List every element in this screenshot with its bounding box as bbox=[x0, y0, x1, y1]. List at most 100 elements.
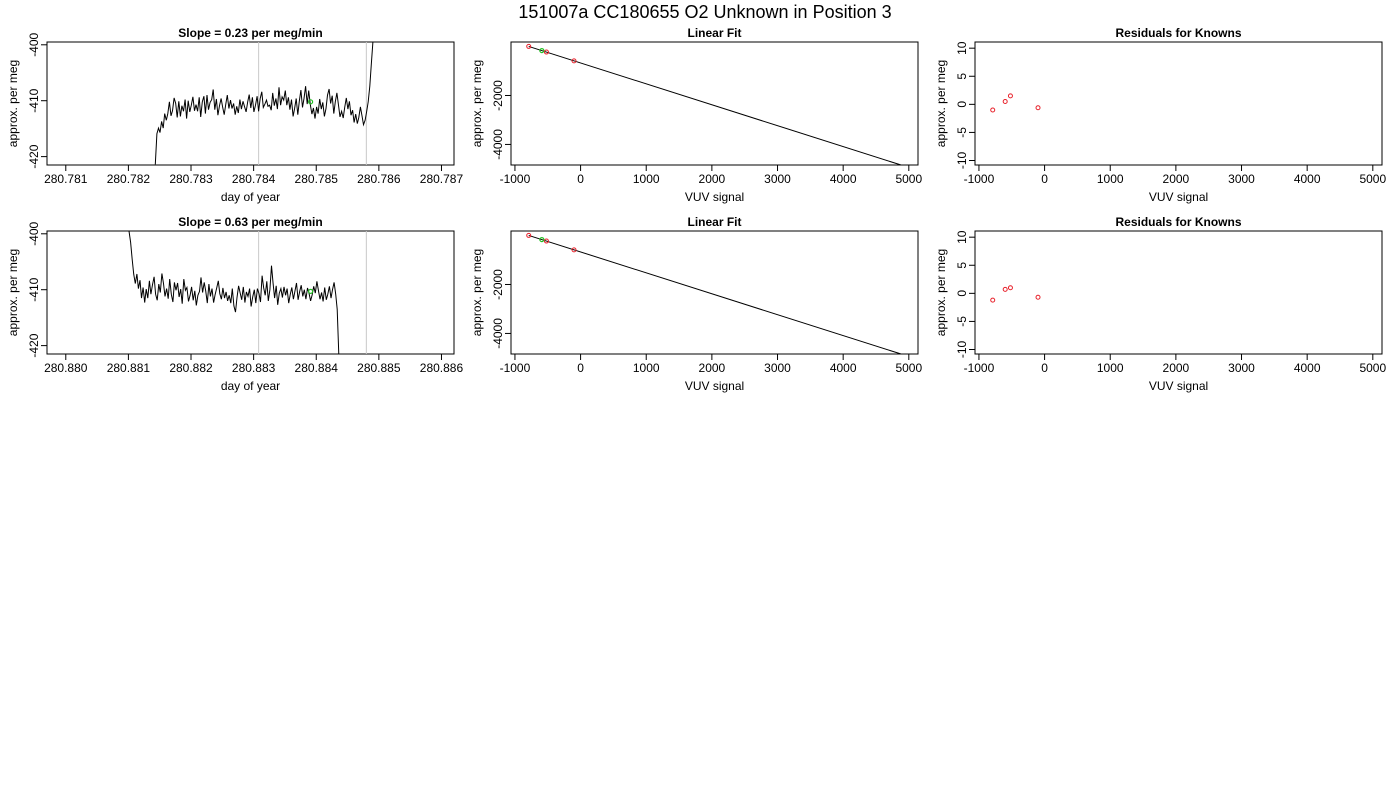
y-tick-label: -5 bbox=[955, 316, 969, 327]
y-axis-label: approx. per meg bbox=[934, 249, 948, 336]
x-tick-label: 4000 bbox=[830, 361, 857, 375]
x-axis-label: day of year bbox=[221, 379, 280, 393]
x-tick-label: 280.881 bbox=[107, 361, 151, 375]
y-tick-label: -2000 bbox=[491, 80, 505, 111]
chart-title: Linear Fit bbox=[687, 26, 741, 40]
known-point bbox=[543, 49, 549, 55]
known-point bbox=[1007, 93, 1013, 99]
x-tick-label: 1000 bbox=[1097, 172, 1124, 186]
plot-frame bbox=[46, 230, 455, 355]
fit-line bbox=[528, 234, 903, 354]
x-tick-label: -1000 bbox=[500, 361, 531, 375]
known-point bbox=[543, 238, 549, 244]
unknown-point bbox=[539, 47, 545, 54]
x-tick-label: 280.886 bbox=[420, 361, 464, 375]
y-tick-label: -4000 bbox=[491, 129, 505, 160]
chart-title: Residuals for Knowns bbox=[1115, 26, 1241, 40]
x-tick-label: 0 bbox=[577, 361, 584, 375]
y-tick-label: -400 bbox=[27, 221, 41, 245]
x-tick-label: 280.783 bbox=[169, 172, 213, 186]
x-tick-label: 280.781 bbox=[44, 172, 88, 186]
x-tick-label: 5000 bbox=[1359, 361, 1386, 375]
fit-line bbox=[528, 45, 903, 165]
known-point bbox=[571, 247, 577, 253]
x-tick-label: 4000 bbox=[830, 172, 857, 186]
plot-frame bbox=[46, 41, 455, 166]
known-point bbox=[526, 232, 532, 238]
chart-panel: Slope = 0.23 per meg/min day of year appro… bbox=[6, 26, 463, 204]
plot-area bbox=[128, 231, 367, 354]
x-tick-label: 3000 bbox=[1228, 361, 1255, 375]
y-tick-label: 10 bbox=[955, 230, 969, 244]
unknown-point bbox=[308, 288, 314, 294]
known-point bbox=[1002, 286, 1008, 292]
y-tick-label: 10 bbox=[955, 41, 969, 55]
chart-panel: Linear Fit VUV signal approx. per meg -1000… bbox=[470, 26, 922, 204]
x-tick-label: 1000 bbox=[633, 172, 660, 186]
x-tick-label: 280.885 bbox=[357, 361, 401, 375]
x-axis-label: VUV signal bbox=[685, 379, 744, 393]
chart-title: Slope = 0.63 per meg/min bbox=[178, 215, 322, 229]
x-tick-label: 3000 bbox=[764, 361, 791, 375]
known-point bbox=[1007, 285, 1013, 291]
plot-frame bbox=[510, 230, 919, 355]
y-axis-label: approx. per meg bbox=[6, 60, 20, 147]
x-tick-label: 3000 bbox=[764, 172, 791, 186]
x-tick-label: 280.787 bbox=[420, 172, 464, 186]
x-tick-label: 280.784 bbox=[232, 172, 276, 186]
x-tick-label: 2000 bbox=[699, 361, 726, 375]
y-axis-label: approx. per meg bbox=[470, 249, 484, 336]
known-point bbox=[990, 297, 996, 303]
x-tick-label: -1000 bbox=[964, 361, 995, 375]
x-tick-label: 2000 bbox=[1163, 361, 1190, 375]
x-tick-label: -1000 bbox=[964, 172, 995, 186]
y-tick-label: -410 bbox=[27, 277, 41, 301]
plot-area bbox=[526, 43, 903, 165]
panels-group: Slope = 0.23 per meg/min day of year appro… bbox=[6, 26, 1386, 393]
plot-frame bbox=[510, 41, 919, 166]
x-tick-label: 3000 bbox=[1228, 172, 1255, 186]
x-axis-label: day of year bbox=[221, 190, 280, 204]
y-tick-label: 0 bbox=[955, 101, 969, 108]
known-point bbox=[571, 58, 577, 64]
unknown-point bbox=[539, 236, 545, 243]
x-tick-label: 1000 bbox=[633, 361, 660, 375]
x-tick-label: 1000 bbox=[1097, 361, 1124, 375]
x-tick-label: 280.786 bbox=[357, 172, 401, 186]
chart-panel: Residuals for Knowns VUV signal approx. pe… bbox=[934, 215, 1386, 393]
y-tick-label: -4000 bbox=[491, 318, 505, 349]
known-point bbox=[1002, 99, 1008, 105]
y-tick-label: -400 bbox=[27, 32, 41, 56]
y-tick-label: -420 bbox=[27, 333, 41, 357]
x-tick-label: 0 bbox=[1041, 361, 1048, 375]
x-tick-label: 2000 bbox=[1163, 172, 1190, 186]
plot-area bbox=[990, 93, 1041, 113]
series-line bbox=[128, 231, 340, 354]
x-tick-label: 5000 bbox=[1359, 172, 1386, 186]
y-axis-label: approx. per meg bbox=[470, 60, 484, 147]
chart-panel: Linear Fit VUV signal approx. per meg -1000… bbox=[470, 215, 922, 393]
plot-area bbox=[154, 42, 374, 165]
x-tick-label: 280.883 bbox=[232, 361, 276, 375]
chart-title: Residuals for Knowns bbox=[1115, 215, 1241, 229]
x-tick-label: 5000 bbox=[895, 361, 922, 375]
known-point bbox=[990, 107, 996, 113]
x-tick-label: 280.785 bbox=[295, 172, 339, 186]
x-tick-label: 4000 bbox=[1294, 361, 1321, 375]
unknown-point bbox=[308, 99, 314, 105]
y-tick-label: -10 bbox=[955, 152, 969, 170]
x-tick-label: 280.884 bbox=[295, 361, 339, 375]
plot-area bbox=[990, 285, 1041, 303]
series-line bbox=[154, 42, 374, 165]
plot-area bbox=[526, 232, 903, 354]
known-point bbox=[526, 43, 532, 49]
x-tick-label: 5000 bbox=[895, 172, 922, 186]
plot-frame bbox=[974, 230, 1383, 355]
known-point bbox=[1035, 105, 1041, 111]
y-tick-label: 5 bbox=[955, 73, 969, 80]
y-tick-label: -2000 bbox=[491, 269, 505, 300]
x-tick-label: 280.882 bbox=[169, 361, 213, 375]
known-point bbox=[1035, 294, 1041, 300]
y-tick-label: -5 bbox=[955, 127, 969, 138]
